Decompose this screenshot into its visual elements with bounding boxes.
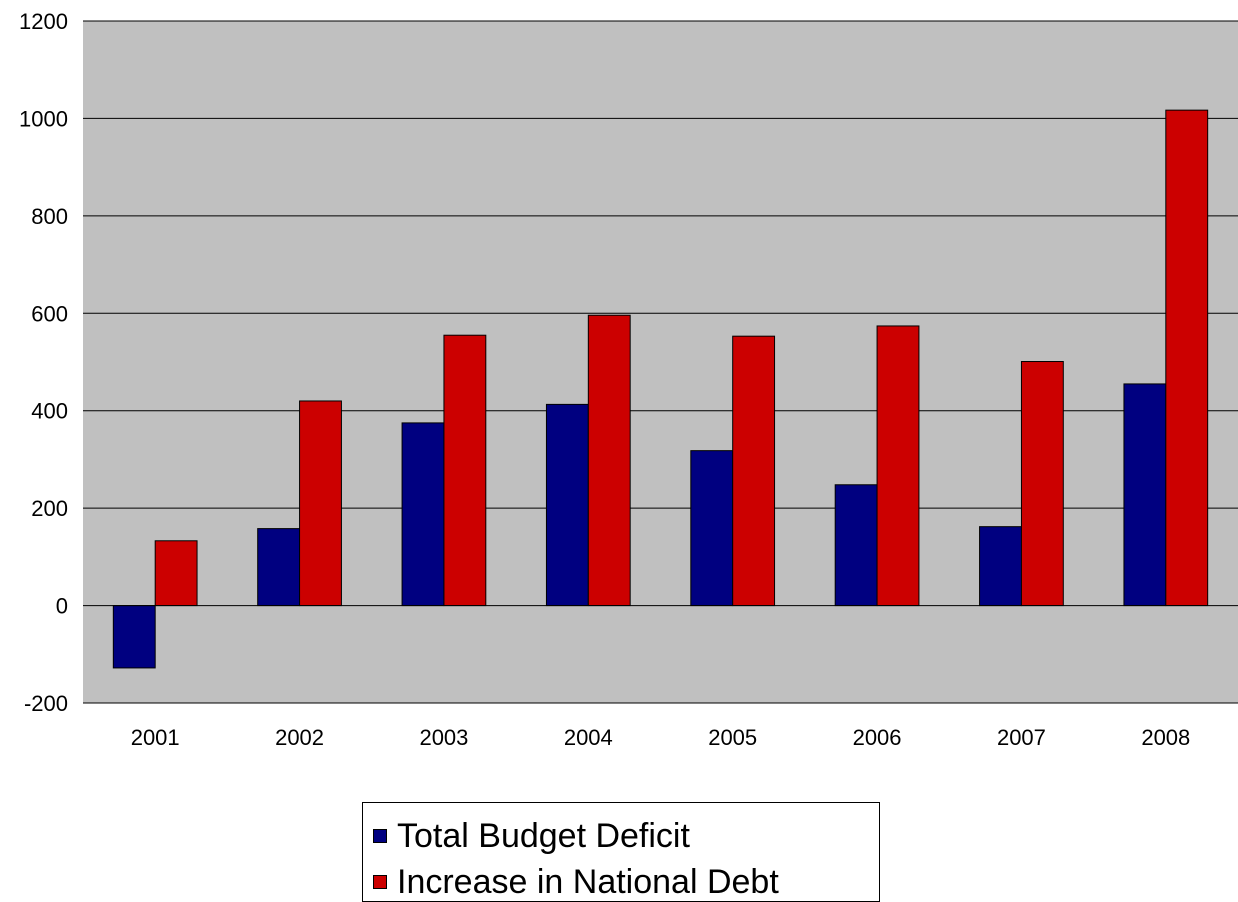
x-tick-label: 2007 — [997, 725, 1046, 750]
legend: Total Budget Deficit Increase in Nationa… — [362, 802, 880, 902]
bar-deficit-2002 — [257, 528, 301, 607]
bar-deficit-2008 — [1123, 383, 1167, 607]
x-tick-label: 2002 — [275, 725, 324, 750]
plot-area — [83, 21, 1238, 703]
y-tick-label: 800 — [31, 204, 68, 229]
bar-deficit-2003 — [401, 422, 445, 607]
legend-item-debt: Increase in National Debt — [373, 865, 779, 899]
x-tick-label: 2004 — [564, 725, 613, 750]
bar-debt-2007 — [1020, 361, 1064, 607]
bar-debt-2008 — [1165, 109, 1209, 607]
legend-swatch-deficit — [373, 829, 387, 843]
y-tick-label: 0 — [56, 594, 68, 619]
y-tick-label: 1200 — [19, 9, 68, 34]
y-tick-label: 1000 — [19, 106, 68, 131]
x-tick-label: 2008 — [1141, 725, 1190, 750]
x-tick-label: 2001 — [131, 725, 180, 750]
y-tick-label: -200 — [24, 691, 68, 716]
x-axis-tick-labels: 2001 2002 2003 2004 2005 2006 2007 2008 — [131, 725, 1191, 750]
bar-debt-2005 — [732, 335, 776, 607]
bar-deficit-2005 — [690, 450, 734, 607]
bar-deficit-2006 — [834, 484, 878, 607]
y-tick-label: 600 — [31, 301, 68, 326]
bars — [112, 109, 1209, 669]
bar-deficit-2001 — [112, 605, 156, 669]
y-tick-label: 400 — [31, 399, 68, 424]
x-tick-label: 2003 — [419, 725, 468, 750]
bar-debt-2002 — [299, 400, 342, 607]
legend-label-debt: Increase in National Debt — [397, 863, 779, 901]
legend-item-deficit: Total Budget Deficit — [373, 819, 690, 853]
bar-deficit-2004 — [545, 403, 589, 607]
bar-debt-2003 — [443, 334, 487, 607]
bar-debt-2001 — [154, 540, 198, 607]
gridlines — [83, 20, 1238, 704]
y-tick-label: 200 — [31, 496, 68, 521]
legend-label-deficit: Total Budget Deficit — [397, 817, 690, 855]
x-tick-label: 2006 — [853, 725, 902, 750]
bar-debt-2004 — [587, 314, 631, 607]
y-axis-tick-labels: -200 0 200 400 600 800 1000 1200 — [19, 9, 68, 716]
bar-deficit-2007 — [979, 526, 1022, 607]
bar-debt-2006 — [876, 325, 920, 607]
legend-swatch-debt — [373, 875, 387, 889]
x-tick-label: 2005 — [708, 725, 757, 750]
